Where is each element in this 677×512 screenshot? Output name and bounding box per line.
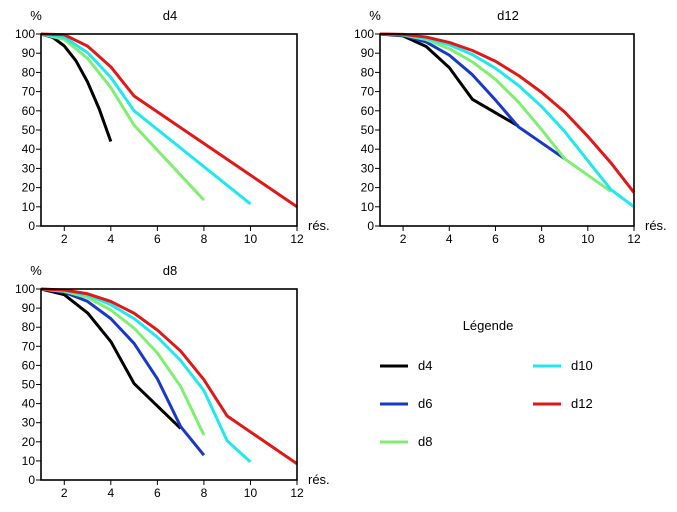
x-tick-label-d12-8: 8: [538, 232, 545, 246]
y-tick-label-d12-70: 70: [361, 85, 375, 99]
y-tick-label-d4-80: 80: [22, 65, 36, 79]
y-tick-label-d8-60: 60: [22, 358, 36, 372]
chart-panel-d12: 0 10 20 30 40 50 60 70 80 90 100 2 4 6 8 10 12 d12% rés.: [354, 8, 667, 246]
x-tick-label-d12-10: 10: [581, 232, 595, 246]
legend-label-d12: d12: [571, 396, 593, 411]
y-tick-label-d12-50: 50: [361, 123, 375, 137]
x-tick-label-d12-2: 2: [400, 232, 407, 246]
chart-title-d12: d12: [497, 8, 519, 23]
x-tick-label-d4-12: 12: [290, 232, 304, 246]
x-axis-label-d8: rés.: [308, 472, 330, 487]
legend-label-d4: d4: [418, 358, 432, 373]
y-tick-label-d12-60: 60: [361, 104, 375, 118]
legend-label-d8: d8: [418, 434, 432, 449]
x-axis-label-d4: rés.: [308, 218, 330, 233]
y-tick-label-d8-0: 0: [28, 473, 35, 487]
y-tick-label-d8-20: 20: [22, 435, 36, 449]
x-tick-label-d8-4: 4: [107, 486, 114, 500]
x-tick-label-d12-6: 6: [492, 232, 499, 246]
plot-frame-d12: [379, 33, 635, 227]
y-tick-label-d4-40: 40: [22, 142, 36, 156]
y-axis-label-d4: %: [30, 8, 42, 23]
chart-title-d4: d4: [163, 8, 177, 23]
x-tick-label-d8-10: 10: [244, 486, 258, 500]
series-line-d4-in-d8: [40, 287, 182, 430]
x-tick-label-d12-4: 4: [446, 232, 453, 246]
chart-title-d8: d8: [163, 263, 177, 278]
legend-item-d8: d8: [380, 434, 432, 449]
series-line-d6-in-d8: [40, 287, 206, 457]
y-tick-label-d12-80: 80: [361, 65, 375, 79]
y-axis-label-d12: %: [369, 8, 381, 23]
legend-item-d6: d6: [380, 396, 432, 411]
x-tick-label-d4-2: 2: [61, 232, 68, 246]
y-tick-label-d12-100: 100: [354, 27, 374, 41]
y-tick-label-d8-80: 80: [22, 320, 36, 334]
x-tick-label-d12-12: 12: [627, 232, 641, 246]
series-line-d12-in-d8: [40, 287, 298, 465]
y-tick-label-d12-0: 0: [367, 219, 374, 233]
y-tick-label-d4-20: 20: [22, 181, 36, 195]
y-tick-label-d8-90: 90: [22, 301, 36, 315]
chart-panel-d8: 0 10 20 30 40 50 60 70 80 90 100 2 4 6 8 10 12 d8% rés.: [15, 263, 330, 500]
y-tick-label-d12-10: 10: [361, 200, 375, 214]
x-tick-label-d8-2: 2: [61, 486, 68, 500]
y-tick-label-d4-90: 90: [22, 46, 36, 60]
y-tick-label-d12-40: 40: [361, 142, 375, 156]
y-tick-label-d8-40: 40: [22, 397, 36, 411]
x-axis-label-d12: rés.: [645, 218, 667, 233]
y-tick-label-d12-20: 20: [361, 181, 375, 195]
legend-label-d6: d6: [418, 396, 432, 411]
y-tick-label-d4-30: 30: [22, 161, 36, 175]
x-tick-label-d4-6: 6: [154, 232, 161, 246]
y-tick-label-d4-60: 60: [22, 104, 36, 118]
series-line-d12-in-d12: [379, 32, 636, 194]
legend-item-d12: d12: [533, 396, 593, 411]
legend-label-d10: d10: [571, 358, 593, 373]
legend-title: Légende: [463, 318, 514, 333]
y-tick-label-d12-30: 30: [361, 161, 375, 175]
y-tick-label-d4-10: 10: [22, 200, 36, 214]
series-line-d8-in-d4: [40, 32, 206, 202]
x-tick-label-d4-10: 10: [244, 232, 258, 246]
legend: Légende d4 d10 d6 d12 d8: [380, 318, 593, 449]
y-axis-label-d8: %: [30, 263, 42, 278]
y-tick-label-d4-50: 50: [22, 123, 36, 137]
x-tick-label-d8-8: 8: [201, 486, 208, 500]
y-tick-label-d8-10: 10: [22, 454, 36, 468]
x-tick-label-d4-8: 8: [201, 232, 208, 246]
y-tick-label-d4-70: 70: [22, 85, 36, 99]
x-tick-label-d4-4: 4: [107, 232, 114, 246]
series-line-d12-in-d4: [40, 32, 298, 209]
series-line-d10-in-d4: [40, 32, 252, 206]
y-tick-label-d8-30: 30: [22, 416, 36, 430]
chart-panel-d4: 0 10 20 30 40 50 60 70 80 90 100 2 4 6 8 10 12 d4% rés.: [15, 8, 330, 246]
y-tick-label-d12-90: 90: [361, 46, 375, 60]
x-tick-label-d8-12: 12: [290, 486, 304, 500]
y-tick-label-d4-100: 100: [15, 27, 35, 41]
y-tick-label-d4-0: 0: [28, 219, 35, 233]
x-tick-label-d8-6: 6: [154, 486, 161, 500]
y-tick-label-d8-100: 100: [15, 282, 35, 296]
series-line-d6-in-d12: [379, 32, 566, 161]
legend-item-d4: d4: [380, 358, 432, 373]
y-tick-label-d8-50: 50: [22, 378, 36, 392]
plot-frame-d8: [40, 288, 298, 481]
series-line-d10-in-d8: [40, 287, 252, 463]
legend-item-d10: d10: [533, 358, 593, 373]
y-tick-label-d8-70: 70: [22, 339, 36, 353]
plot-frame-d4: [40, 33, 298, 227]
